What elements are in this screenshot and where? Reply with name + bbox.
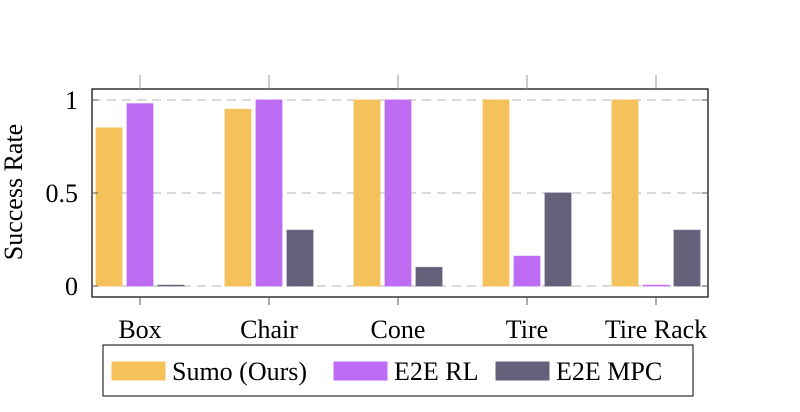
x-tick-labels: Box Chair Cone Tire Tire Rack <box>118 315 707 344</box>
legend: Sumo (Ours) E2E RL E2E MPC <box>102 344 694 397</box>
y-axis-label: Success Rate <box>0 124 28 260</box>
bar-0-2 <box>353 99 381 287</box>
bar-1-3 <box>513 255 541 287</box>
axis-ticks <box>92 75 708 305</box>
x-tick-label-2: Cone <box>371 315 426 344</box>
y-tick-label-0: 0 <box>65 272 78 301</box>
y-tick-label-2: 1 <box>65 86 78 115</box>
bar-0-4 <box>611 99 639 287</box>
y-tick-labels: 00.51 <box>46 86 79 301</box>
bar-2-3 <box>544 192 572 287</box>
bar-1-0 <box>126 103 154 287</box>
y-tick-label-1: 0.5 <box>46 179 79 208</box>
bar-1-2 <box>384 99 412 287</box>
bar-0-1 <box>224 108 252 287</box>
bar-2-1 <box>286 229 314 287</box>
legend-label-0: Sumo (Ours) <box>172 357 307 386</box>
legend-label-1: E2E RL <box>394 357 479 386</box>
bar-2-2 <box>415 266 443 287</box>
bar-1-1 <box>255 99 283 287</box>
legend-label-2: E2E MPC <box>556 357 662 386</box>
legend-swatch-0 <box>111 361 166 381</box>
bar-1-4 <box>642 284 670 287</box>
legend-swatch-2 <box>495 361 550 381</box>
bar-0-3 <box>482 99 510 287</box>
bar-2-0 <box>157 284 185 287</box>
bars <box>95 99 701 287</box>
legend-swatch-1 <box>333 361 388 381</box>
x-tick-label-3: Tire <box>506 315 548 344</box>
x-tick-label-4: Tire Rack <box>605 315 707 344</box>
x-tick-label-0: Box <box>118 315 161 344</box>
bar-2-4 <box>673 229 701 287</box>
bar-0-0 <box>95 127 123 287</box>
legend-box <box>102 344 694 397</box>
x-tick-label-1: Chair <box>240 315 298 344</box>
